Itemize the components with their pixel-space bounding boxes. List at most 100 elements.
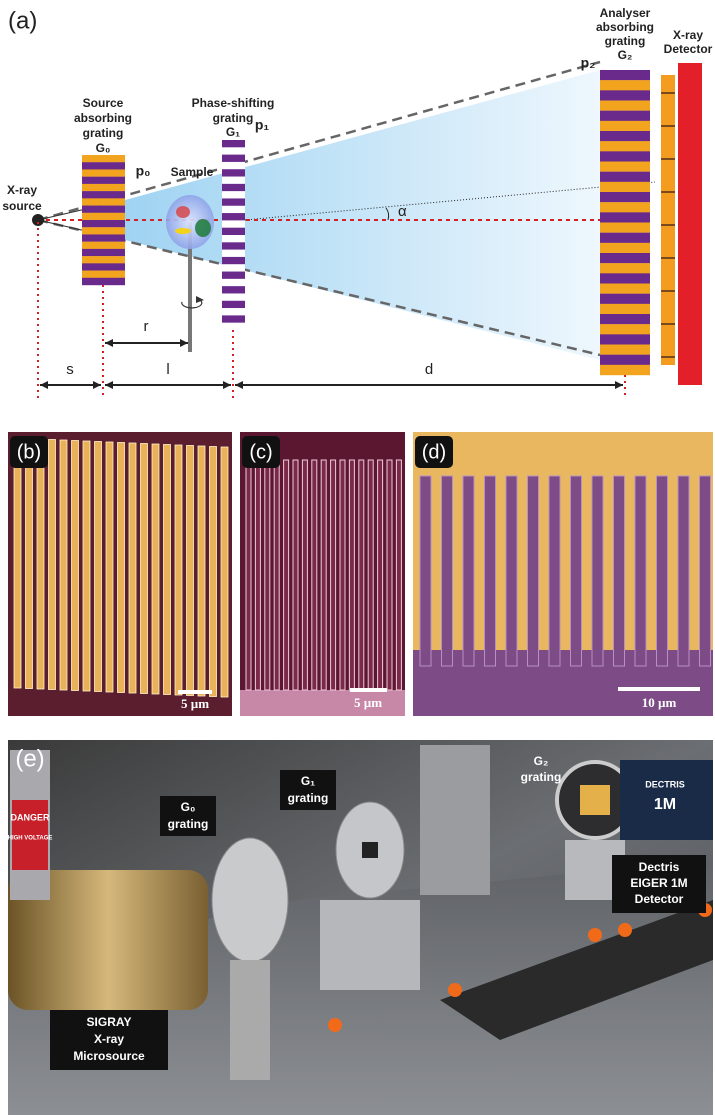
photo-label: SIGRAY bbox=[87, 1015, 132, 1029]
grating-stripe bbox=[222, 198, 245, 206]
sem-lamella bbox=[118, 443, 125, 693]
grating-stripe bbox=[600, 355, 650, 365]
knob bbox=[588, 928, 602, 942]
detector-tick bbox=[661, 92, 675, 94]
scale-label: 10 µm bbox=[642, 695, 677, 710]
grating-stripe bbox=[82, 198, 125, 205]
panel-label: (c) bbox=[249, 441, 272, 463]
panel-label: (a) bbox=[8, 7, 37, 34]
grating-stripe bbox=[600, 202, 650, 212]
brand-text: 1M bbox=[654, 796, 676, 813]
s-label: s bbox=[66, 361, 74, 378]
sem-lamella bbox=[164, 445, 171, 695]
photo-label: Detector bbox=[635, 892, 684, 906]
stage bbox=[230, 960, 270, 1080]
sem-lamella bbox=[635, 476, 646, 666]
sem-lamella bbox=[187, 446, 194, 696]
photo-label: grating bbox=[168, 817, 209, 831]
g2-label: grating bbox=[605, 34, 646, 48]
photo-label: G₁ bbox=[301, 774, 315, 788]
sem-lamella bbox=[312, 460, 317, 690]
photo-label: grating bbox=[288, 791, 329, 805]
scale-label: 5 µm bbox=[354, 695, 382, 710]
g0-label: G₀ bbox=[96, 141, 111, 155]
photo-label: Microsource bbox=[73, 1049, 145, 1063]
detector-tick bbox=[661, 290, 675, 292]
photo-label: grating bbox=[521, 770, 562, 784]
arrowhead bbox=[105, 339, 113, 347]
photo-label: G₀ bbox=[181, 800, 196, 814]
arrowhead bbox=[105, 381, 113, 389]
sample-label: Sample bbox=[171, 165, 214, 179]
sem-lamella bbox=[378, 460, 383, 690]
g0-holder bbox=[212, 838, 288, 962]
p1-label: p₁ bbox=[255, 117, 270, 133]
sample-feature bbox=[176, 206, 190, 218]
grating-stripe bbox=[82, 206, 125, 213]
grating-stripe bbox=[82, 263, 125, 270]
grating-stripe bbox=[82, 155, 125, 162]
detector-label: Detector bbox=[664, 42, 713, 56]
panel-e: DANGER HIGH VOLTAGE DECTRIS 1M (e) G₀ gr… bbox=[8, 740, 713, 1115]
grating-stripe bbox=[222, 250, 245, 258]
sem-lamella bbox=[506, 476, 517, 666]
grating-stripe bbox=[82, 220, 125, 227]
xray-source bbox=[32, 214, 44, 226]
warning-text: HIGH VOLTAGE bbox=[8, 836, 53, 842]
grating bbox=[580, 785, 610, 815]
grating-stripe bbox=[222, 279, 245, 287]
panel-label: (b) bbox=[17, 441, 41, 463]
sem-lamella bbox=[26, 439, 33, 689]
sem-lamella bbox=[175, 445, 182, 695]
photo-label: G₂ bbox=[534, 754, 549, 768]
r-label: r bbox=[144, 318, 149, 335]
sem-lamella bbox=[571, 476, 582, 666]
g1-label: G₁ bbox=[226, 125, 240, 139]
grating-stripe bbox=[82, 162, 125, 169]
sem-lamella bbox=[210, 447, 217, 697]
grating-stripe bbox=[222, 293, 245, 301]
sem-lamella bbox=[246, 460, 251, 690]
sem-lamella bbox=[129, 443, 136, 693]
detector-label: X-ray bbox=[673, 28, 703, 42]
grating-stripe bbox=[222, 315, 245, 323]
grating-stripe bbox=[600, 314, 650, 324]
warning-text: DANGER bbox=[10, 812, 50, 822]
sem-lamella bbox=[549, 476, 560, 666]
grating-stripe bbox=[222, 242, 245, 250]
grating-stripe bbox=[82, 184, 125, 191]
panel-b: (b) 5 µm bbox=[8, 432, 232, 716]
grating-stripe bbox=[222, 228, 245, 236]
grating-stripe bbox=[600, 345, 650, 355]
g2-label: absorbing bbox=[596, 20, 654, 34]
source-label: X-ray bbox=[7, 183, 37, 197]
sem-lamella bbox=[592, 476, 603, 666]
grating-stripe bbox=[222, 191, 245, 199]
grating-stripe bbox=[82, 242, 125, 249]
grating-stripe bbox=[600, 223, 650, 233]
g2-label: Analyser bbox=[600, 6, 651, 20]
detector-tick bbox=[661, 257, 675, 259]
grating-stripe bbox=[600, 284, 650, 294]
grating-stripe bbox=[222, 177, 245, 185]
sem-lamella bbox=[49, 440, 56, 690]
detector-tick bbox=[661, 158, 675, 160]
sem-lamella bbox=[60, 440, 67, 690]
grating-stripe bbox=[600, 101, 650, 111]
scale-label: 5 µm bbox=[181, 696, 209, 711]
panel-a: (a) X-ray source Source ab bbox=[2, 6, 712, 398]
detector-scintillator bbox=[661, 75, 675, 365]
grating-stripe bbox=[600, 192, 650, 202]
grating bbox=[362, 842, 378, 858]
grating-stripe bbox=[82, 227, 125, 234]
grating-stripe bbox=[600, 131, 650, 141]
sem-lamella bbox=[106, 442, 113, 692]
sem-lamella bbox=[14, 438, 21, 688]
sem-lamella bbox=[614, 476, 625, 666]
g0-label: absorbing bbox=[74, 111, 132, 125]
detector-tick bbox=[661, 191, 675, 193]
grating-stripe bbox=[600, 253, 650, 263]
grating-stripe bbox=[600, 80, 650, 90]
brand-text: DECTRIS bbox=[645, 779, 685, 789]
p2-label: p₂ bbox=[581, 55, 596, 71]
